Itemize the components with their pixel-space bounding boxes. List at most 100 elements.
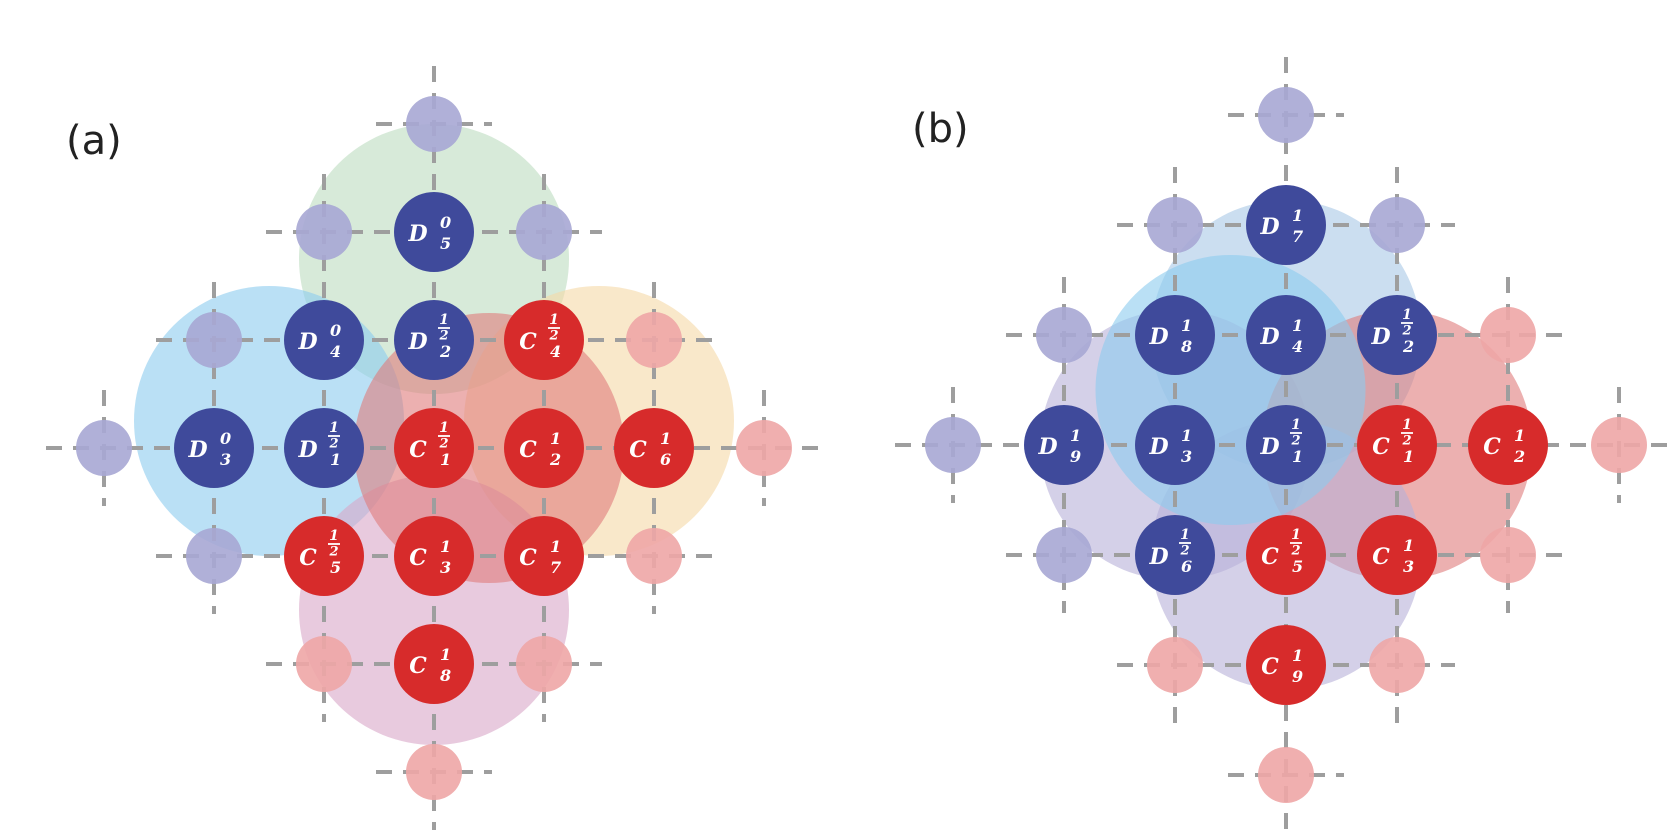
ghost-check-qubit [1258, 747, 1314, 803]
node-label-base: C [519, 329, 537, 355]
node-label-subscript: 7 [1292, 227, 1303, 246]
node-label-subscript: 7 [550, 558, 561, 577]
node-label-superscript: 1 [1291, 527, 1301, 543]
node-label-superscript-denominator: 2 [548, 329, 558, 344]
node-label-superscript: 1 [1180, 527, 1190, 543]
node-circle [394, 624, 474, 704]
data-qubit-d8: D 8 1 [1135, 295, 1215, 375]
node-label-superscript-denominator: 2 [328, 545, 338, 560]
node-label-superscript: 1 [1292, 316, 1303, 335]
node-label-subscript: 5 [1292, 557, 1303, 576]
node-circle [1246, 185, 1326, 265]
node-label-base: C [1483, 434, 1501, 460]
ghost-data-qubit [1036, 307, 1092, 363]
ghost-data-qubit [1258, 87, 1314, 143]
node-label-superscript-denominator: 2 [1401, 434, 1411, 449]
node-circle [504, 408, 584, 488]
check-qubit-c1: C 1 12 [1357, 405, 1437, 485]
node-label-superscript: 0 [330, 321, 341, 340]
node-label-base: D [1148, 544, 1168, 570]
node-circle [284, 408, 364, 488]
node-label-subscript: 1 [1403, 447, 1414, 466]
node-label-superscript: 1 [660, 429, 671, 448]
node-label-superscript: 1 [1402, 417, 1412, 433]
ghost-check-qubit [736, 420, 792, 476]
node-label-superscript: 1 [440, 537, 451, 556]
node-label-subscript: 2 [439, 342, 451, 361]
node-circle [1357, 515, 1437, 595]
data-qubit-d5: D 5 0 [394, 192, 474, 272]
ghost-check-qubit [1369, 637, 1425, 693]
node-label-base: C [409, 437, 427, 463]
node-label-base: D [1259, 324, 1279, 350]
data-qubit-d2: D 212 [394, 300, 474, 380]
ghost-check-qubit [1480, 307, 1536, 363]
node-circle [1135, 405, 1215, 485]
node-label-superscript: 1 [1181, 426, 1192, 445]
node-label-base: D [1370, 324, 1390, 350]
node-label-superscript: 1 [329, 420, 339, 436]
node-label-base: C [1261, 654, 1279, 680]
node-label-base: C [1372, 434, 1390, 460]
node-label-superscript: 1 [329, 528, 339, 544]
node-label-superscript: 1 [1070, 426, 1081, 445]
node-label-base: C [519, 545, 537, 571]
node-label-subscript: 2 [549, 450, 561, 469]
node-label-subscript: 1 [330, 450, 341, 469]
node-label-subscript: 3 [440, 558, 451, 577]
node-label-subscript: 9 [1292, 667, 1303, 686]
node-label-superscript: 1 [439, 420, 449, 436]
ghost-check-qubit [626, 312, 682, 368]
node-label-subscript: 8 [1180, 337, 1192, 356]
node-circle [1246, 405, 1326, 485]
node-label-base: C [409, 545, 427, 571]
node-circle [284, 516, 364, 596]
check-qubit-c6: C 6 1 [614, 408, 694, 488]
check-qubit-c5: C 5 12 [1246, 515, 1326, 595]
node-circle [284, 300, 364, 380]
data-qubit-d1: D 1 12 [1246, 405, 1326, 485]
node-label-superscript-denominator: 2 [438, 329, 448, 344]
node-circle [1357, 295, 1437, 375]
data-qubit-d3: D 3 1 [1135, 405, 1215, 485]
node-circle [394, 516, 474, 596]
ghost-check-qubit [516, 636, 572, 692]
node-label-subscript: 3 [1181, 447, 1192, 466]
node-label-subscript: 8 [439, 666, 451, 685]
node-circle [1024, 405, 1104, 485]
node-label-superscript-denominator: 2 [438, 437, 448, 452]
node-label-superscript: 1 [550, 537, 561, 556]
node-label-subscript: 9 [1070, 447, 1081, 466]
check-qubit-c5: C 5 12 [284, 516, 364, 596]
node-label-superscript: 1 [1292, 646, 1303, 665]
node-label-base: D [407, 221, 427, 247]
data-qubit-d1: D 1 12 [284, 408, 364, 488]
node-label-base: D [1259, 434, 1279, 460]
ghost-check-qubit [296, 636, 352, 692]
node-circle [1135, 295, 1215, 375]
node-circle [614, 408, 694, 488]
ghost-data-qubit [1036, 527, 1092, 583]
ghost-nodes [76, 96, 792, 800]
check-qubit-c1: C 1 12 [394, 408, 474, 488]
node-label-base: C [1372, 544, 1390, 570]
node-label-subscript: 6 [660, 450, 671, 469]
node-label-subscript: 3 [220, 450, 231, 469]
panel-b-label: (b) [912, 106, 969, 152]
node-label-subscript: 4 [550, 342, 561, 361]
ghost-data-qubit [296, 204, 352, 260]
node-circle [174, 408, 254, 488]
node-circle [394, 408, 474, 488]
ghost-nodes [925, 87, 1647, 803]
node-label-subscript: 4 [330, 342, 341, 361]
node-label-superscript: 0 [440, 213, 451, 232]
node-circle [1468, 405, 1548, 485]
ghost-data-qubit [76, 420, 132, 476]
data-qubit-d2: D 212 [1357, 295, 1437, 375]
node-circle [1246, 515, 1326, 595]
node-label-base: C [299, 545, 317, 571]
stabilizer-region [1095, 255, 1366, 525]
